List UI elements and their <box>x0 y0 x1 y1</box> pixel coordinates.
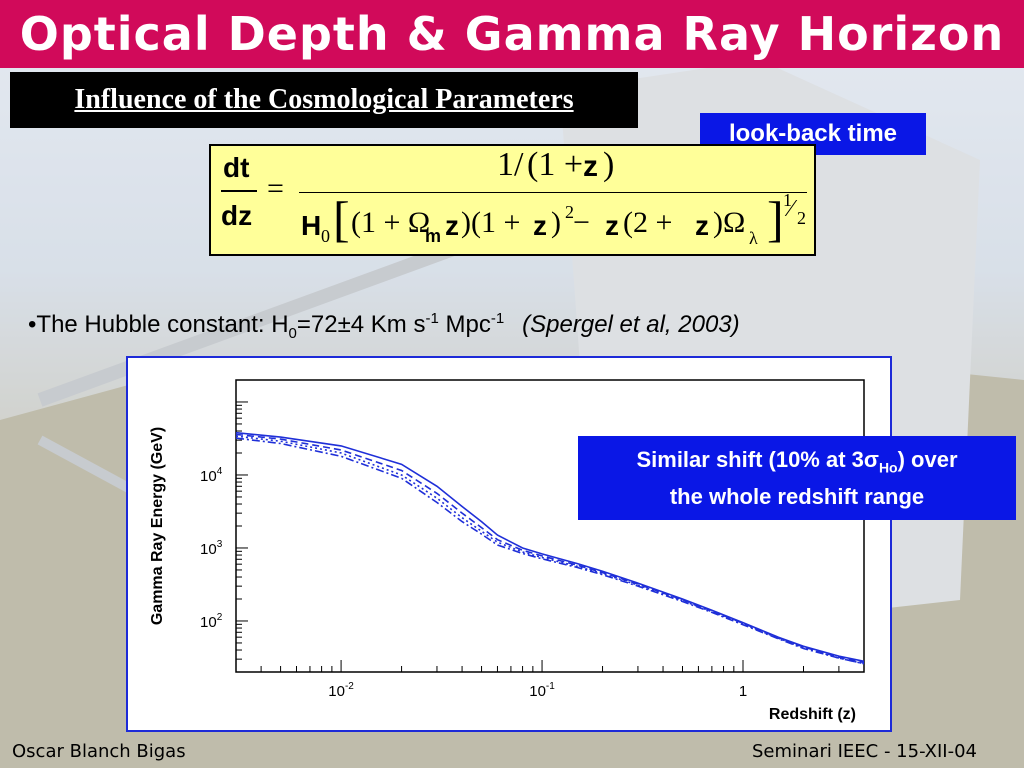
hubble-value: =72±4 Km s <box>296 311 426 338</box>
y-tick-label: 104 <box>200 466 223 485</box>
formula-square: 2 <box>565 202 574 222</box>
y-tick-label: 102 <box>200 612 223 631</box>
plot-area-border <box>235 379 865 673</box>
formula-rhs-numerator-paren: (1 + <box>527 146 583 183</box>
subtitle-box: Influence of the Cosmological Parameters <box>10 72 638 128</box>
hubble-constant-bullet: •The Hubble constant: H0=72±4 Km s-1 Mpc… <box>28 310 740 342</box>
y-tick-exponent: 3 <box>217 539 223 550</box>
formula-term-two-plus: (2 + <box>623 206 673 239</box>
callout-line-1-b: ) over <box>897 447 958 473</box>
formula-exponent-numerator: 1 <box>783 190 792 210</box>
series-lines <box>235 431 865 665</box>
formula-hubble-h: H <box>301 210 322 241</box>
series-line-4 <box>235 437 865 665</box>
formula-minus: − <box>573 206 590 239</box>
callout-line-1-sub: Ho <box>878 459 898 476</box>
formula-rhs-numerator-z: z <box>583 150 598 183</box>
footer-seminar: Seminari IEEC - 15-XII-04 <box>752 741 978 762</box>
title-bar: Optical Depth & Gamma Ray Horizon <box>0 0 1024 68</box>
formula-lhs-denominator: dz <box>221 200 253 231</box>
formula-lhs-fraction-bar <box>221 190 257 192</box>
formula-z-4: z <box>695 210 709 241</box>
series-line-1 <box>235 431 865 663</box>
formula-rhs-numerator-one: 1/ <box>497 146 524 183</box>
formula-lhs-numerator: dt <box>223 152 250 183</box>
slide-title: Optical Depth & Gamma Ray Horizon <box>19 7 1005 61</box>
y-tick-label: 103 <box>200 539 223 558</box>
chart-frame: 10-2 10-1 1 102 103 104 Redshift (z) Gamma Ra… <box>126 356 892 732</box>
x-tick-label: 1 <box>739 683 747 700</box>
callout-line-2: the whole redshift range <box>669 483 925 509</box>
formula-lambda-sub: λ <box>749 228 758 248</box>
hubble-citation: (Spergel et al, 2003) <box>522 311 740 338</box>
formula-bracket-open: [ <box>333 191 350 247</box>
formula-box: dt dz = 1/ (1 + z ) H 0 [ (1 + Ω m z )(1… <box>209 144 816 256</box>
y-tick-exponent: 4 <box>217 466 223 477</box>
formula-equals: = <box>267 172 284 205</box>
formula-term-omega-m: (1 + Ω <box>351 206 431 239</box>
axis-ticks: 10-2 10-1 1 102 103 104 <box>200 379 865 700</box>
x-tick-label: 10-2 <box>328 681 354 700</box>
formula-z-2: z <box>533 210 547 241</box>
hubble-exp-2: -1 <box>490 310 505 327</box>
hubble-unit: Mpc <box>438 311 491 338</box>
footer-author: Oscar Blanch Bigas <box>12 741 186 762</box>
x-axis-label: Redshift (z) <box>769 706 856 723</box>
formula-term-one-plus: )(1 + <box>461 206 521 239</box>
formula-omega-m-sub: m <box>425 226 442 246</box>
hubble-prefix: •The Hubble constant: H <box>28 311 289 338</box>
hubble-exp-1: -1 <box>425 310 439 327</box>
formula-rhs-numerator-close: ) <box>603 146 615 183</box>
callout-line-1: Similar shift (10% at 3σHo) over <box>636 442 957 479</box>
formula-z-3: z <box>605 210 619 241</box>
x-tick-exponent: -2 <box>345 681 354 692</box>
formula-term-omega-lambda: )Ω <box>713 206 746 239</box>
x-tick-label: 10-1 <box>529 681 555 700</box>
gamma-ray-horizon-chart: 10-2 10-1 1 102 103 104 Redshift (z) Gamma Ra… <box>149 379 865 723</box>
formula-rhs-fraction-bar <box>299 192 807 193</box>
x-tick-exponent: -1 <box>546 681 555 692</box>
formula-close-1: ) <box>551 206 561 239</box>
hubble-subscript: 0 <box>288 324 297 342</box>
formula-bracket-close: ] <box>767 191 784 247</box>
y-tick-exponent: 2 <box>217 612 223 623</box>
formula-exponent-slash: ⁄ <box>789 196 794 222</box>
y-axis-label: Gamma Ray Energy (GeV) <box>149 427 166 625</box>
shift-callout: Similar shift (10% at 3σHo) over the who… <box>578 436 1016 520</box>
formula-z-1: z <box>445 210 459 241</box>
formula-exponent-denominator: 2 <box>797 208 806 228</box>
slide-subtitle: Influence of the Cosmological Parameters <box>74 84 574 115</box>
formula-hubble-sub: 0 <box>321 226 330 246</box>
callout-line-1-a: Similar shift (10% at 3σ <box>636 447 879 473</box>
series-line-2 <box>235 433 865 664</box>
